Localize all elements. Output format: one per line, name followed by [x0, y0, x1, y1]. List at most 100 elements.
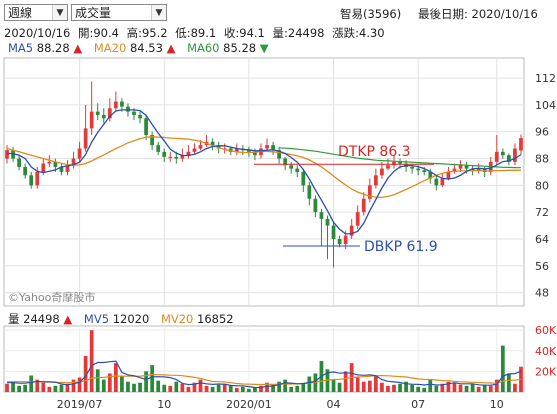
candle-body: [90, 112, 94, 129]
x-tick-label: 07: [411, 398, 425, 411]
volume-tick-label: 20K: [535, 365, 557, 378]
candle-body: [289, 165, 293, 168]
volume-bar: [205, 386, 209, 392]
volume-bar: [78, 378, 82, 392]
volume-bar: [374, 376, 378, 393]
candle-body: [344, 236, 348, 244]
candle-body: [410, 167, 414, 169]
candle-body: [78, 148, 82, 158]
volume-bar: [217, 385, 221, 392]
volume-bar: [289, 387, 293, 392]
volume-bar: [489, 386, 493, 392]
volume-bar: [41, 383, 45, 392]
volume-bar: [398, 384, 402, 392]
volume-bar: [229, 386, 233, 392]
volume-panel-frame: [4, 326, 524, 392]
volume-bar: [253, 388, 257, 392]
volume-bar: [132, 384, 136, 392]
candle-body: [132, 112, 136, 115]
candle-body: [114, 102, 118, 109]
volume-bar: [416, 387, 420, 392]
volume-bar: [5, 384, 9, 392]
volume-bar: [180, 384, 184, 392]
candle-body: [416, 169, 420, 171]
dbkp-label: DBKP 61.9: [364, 239, 438, 255]
volume-bar: [29, 376, 33, 393]
volume-bar: [307, 377, 311, 392]
candle-body: [326, 219, 330, 226]
volume-bar: [362, 382, 366, 392]
price-tick-label: 96: [535, 126, 549, 139]
price-tick-label: 56: [535, 260, 549, 273]
candle-body: [447, 172, 451, 179]
candle-body: [459, 165, 463, 168]
volume-bar: [174, 382, 178, 392]
candle-body: [314, 199, 318, 212]
x-tick-label: 2019/07: [57, 398, 103, 411]
candle-body: [96, 112, 100, 115]
candle-body: [174, 157, 178, 159]
candle-body: [301, 172, 305, 185]
volume-bar: [465, 386, 469, 392]
volume-bar: [96, 369, 100, 392]
volume-bar: [120, 377, 124, 392]
volume-bar: [410, 385, 414, 392]
x-tick-label: 10: [490, 398, 504, 411]
volume-bar: [507, 373, 511, 392]
candle-body: [29, 175, 33, 185]
candle-body: [332, 226, 336, 239]
volume-bar: [54, 386, 58, 392]
volume-bar: [283, 380, 287, 392]
volume-bar: [162, 385, 166, 392]
volume-bar: [380, 383, 384, 392]
volume-bar: [138, 383, 142, 392]
volume-bar: [477, 387, 481, 392]
candle-body: [120, 102, 124, 107]
candle-body: [41, 164, 45, 172]
candle-body: [422, 170, 426, 172]
volume-bar: [247, 389, 251, 392]
candle-body: [295, 169, 299, 172]
volume-bar: [211, 387, 215, 392]
price-tick-label: 72: [535, 206, 549, 219]
candle-body: [356, 212, 360, 225]
candle-body: [144, 118, 148, 135]
candle-body: [138, 115, 142, 118]
price-tick-label: 104: [535, 99, 556, 112]
candle-body: [307, 185, 311, 198]
candle-body: [519, 138, 523, 150]
x-tick-label: 2020/01: [226, 398, 272, 411]
candle-body: [102, 115, 106, 118]
volume-tick-label: 60K: [535, 324, 557, 337]
volume-bar: [386, 386, 390, 392]
volume-bar: [368, 381, 372, 392]
candle-body: [338, 239, 342, 244]
volume-bar: [501, 346, 505, 392]
dtkp-label: DTKP 86.3: [338, 144, 411, 160]
candle-body: [501, 152, 505, 155]
candle-body: [193, 148, 197, 151]
candle-body: [265, 145, 269, 148]
candle-body: [380, 169, 384, 176]
volume-bar: [156, 381, 160, 392]
price-tick-label: 112: [535, 72, 556, 85]
volume-bar: [277, 382, 281, 392]
volume-bar: [47, 387, 51, 392]
candle-body: [17, 159, 21, 167]
volume-bar: [144, 371, 148, 392]
candle-body: [362, 199, 366, 212]
volume-bar: [459, 385, 463, 392]
volume-bar: [168, 386, 172, 392]
candle-body: [84, 128, 88, 148]
volume-bar: [344, 371, 348, 392]
volume-bar: [513, 384, 517, 392]
candle-body: [5, 150, 9, 158]
volume-bar: [471, 384, 475, 392]
volume-bar: [428, 380, 432, 392]
volume-bar: [150, 365, 154, 392]
volume-bar: [17, 386, 21, 392]
volume-bar: [434, 386, 438, 392]
volume-bar: [102, 380, 106, 392]
candle-body: [162, 152, 166, 157]
